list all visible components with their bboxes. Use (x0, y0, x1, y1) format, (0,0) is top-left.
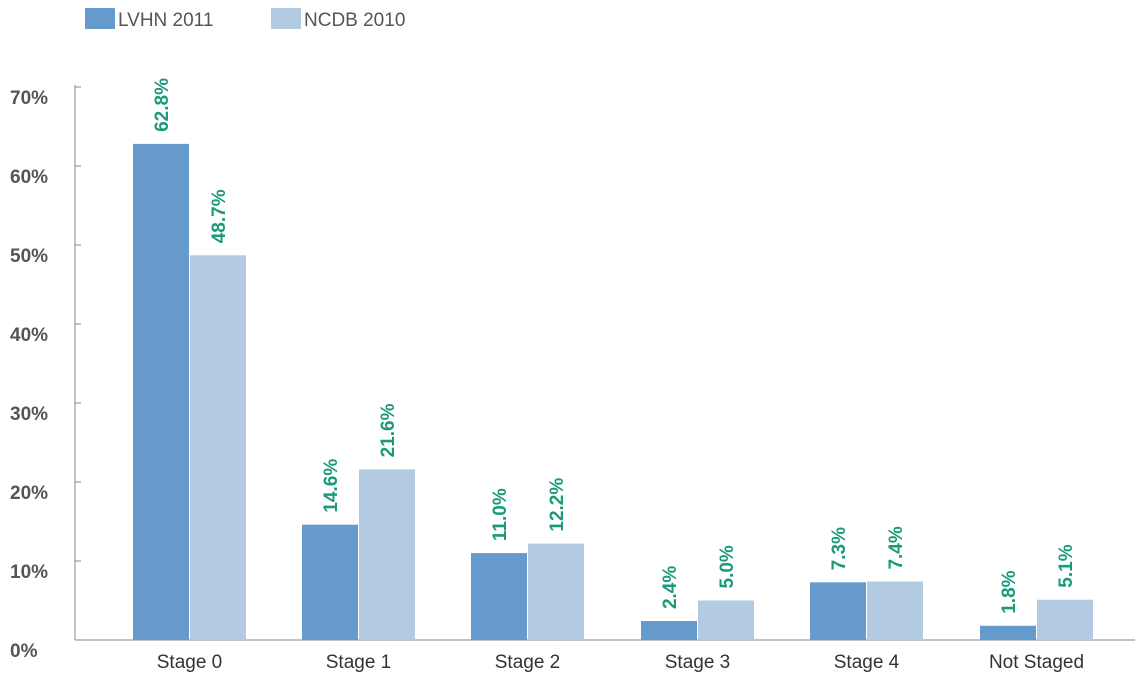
data-label: 2.4% (660, 566, 681, 609)
bar-lvhn-1 (302, 524, 358, 640)
data-labels: 62.8% 48.7% 14.6% 21.6% 11.0% 12.2% 2.4% 5.0% 7.… (152, 78, 1077, 614)
data-label: 14.6% (321, 459, 342, 513)
data-label: 7.4% (886, 526, 907, 569)
data-label: 5.1% (1056, 544, 1077, 587)
category-labels: Stage 0 Stage 1 Stage 2 Stage 3 Stage 4 Not S… (157, 652, 1084, 673)
data-label: 21.6% (378, 403, 399, 457)
category-label: Stage 2 (495, 652, 561, 673)
legend-swatch-1 (85, 8, 115, 29)
bar-ncdb-1 (359, 469, 415, 640)
y-tick-label: 70% (10, 88, 48, 109)
category-label: Stage 4 (834, 652, 900, 673)
y-tick-label: 0% (10, 641, 38, 662)
bar-lvhn-0 (133, 143, 189, 640)
bar-ncdb-4 (867, 581, 923, 640)
y-tick-label: 50% (10, 246, 48, 267)
category-label: Stage 3 (665, 652, 731, 673)
category-label: Stage 0 (157, 652, 223, 673)
bar-ncdb-2 (528, 543, 584, 640)
y-tick-label: 20% (10, 483, 48, 504)
y-tick-label: 60% (10, 167, 48, 188)
bar-lvhn-3 (641, 621, 697, 640)
category-label: Not Staged (989, 652, 1084, 673)
bar-lvhn-2 (471, 553, 527, 640)
legend-label-2: NCDB 2010 (304, 10, 405, 31)
bars (133, 143, 1093, 640)
data-label: 11.0% (490, 488, 511, 541)
data-label: 5.0% (717, 545, 738, 588)
axes: 0% 10% 20% 30% 40% 50% 60% 70% (10, 85, 1135, 662)
bar-lvhn-4 (810, 582, 866, 640)
data-label: 7.3% (829, 527, 850, 570)
data-label: 48.7% (209, 189, 230, 243)
data-label: 1.8% (999, 570, 1020, 613)
bar-ncdb-0 (190, 255, 246, 640)
bar-ncdb-5 (1037, 599, 1093, 640)
category-label: Stage 1 (326, 652, 392, 673)
y-tick-label: 40% (10, 325, 48, 346)
y-tick-label: 10% (10, 562, 48, 583)
legend-swatch-2 (271, 8, 301, 29)
legend: LVHN 2011 NCDB 2010 (85, 8, 405, 31)
bar-ncdb-3 (698, 600, 754, 640)
data-label: 12.2% (547, 478, 568, 532)
legend-label-1: LVHN 2011 (118, 10, 213, 31)
data-label: 62.8% (152, 78, 173, 132)
bar-lvhn-5 (980, 625, 1036, 640)
y-tick-label: 30% (10, 404, 48, 425)
